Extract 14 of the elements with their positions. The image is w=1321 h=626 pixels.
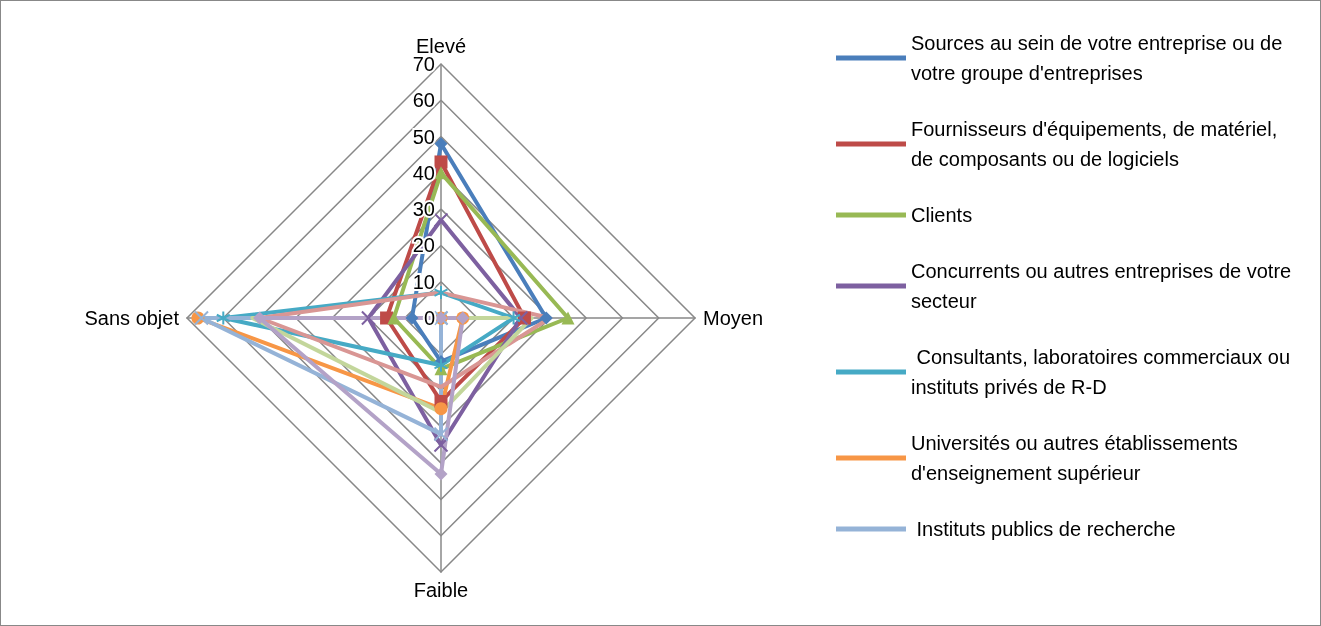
legend-label: Clients (911, 204, 973, 226)
spoke-label: Moyen (703, 307, 764, 329)
legend-label: Fournisseurs d'équipements, de matériel, de composants ou de logiciels (911, 118, 1283, 170)
legend-label: Sources au sein de votre entreprise ou de votre groupe d'entreprises (911, 32, 1288, 84)
y-tick-label: 0 (423, 307, 435, 329)
spoke-label: Faible (413, 579, 469, 601)
legend-label: Consultants, laboratoires commerciaux ou instituts privés de R-D (911, 346, 1296, 398)
y-tick-label: 50 (412, 125, 435, 148)
legend-label: Instituts publics de recherche (911, 518, 1176, 540)
legend-label: Universités ou autres établissements d'enseignement supérieur (911, 432, 1244, 484)
spoke-label: Sans objet (84, 307, 180, 329)
y-tick-label: 40 (412, 161, 435, 184)
y-tick-label: 60 (412, 89, 435, 112)
legend-label: Concurrents ou autres entreprises de votre secteur (911, 260, 1297, 312)
